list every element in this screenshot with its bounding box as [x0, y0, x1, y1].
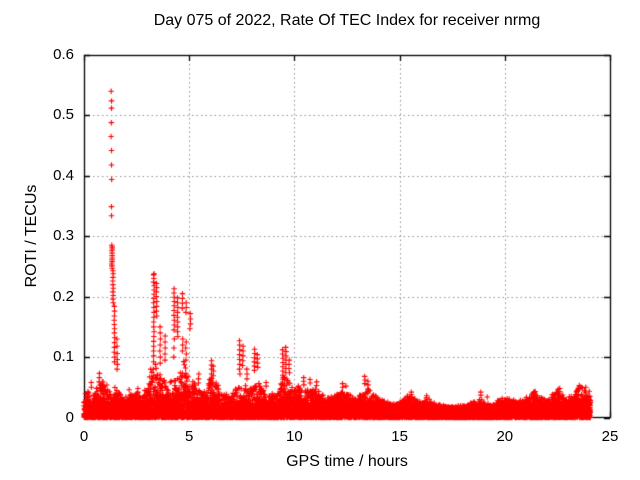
x-tick-label: 20 [496, 428, 514, 445]
y-tick-label: 0.4 [53, 166, 74, 184]
y-tick-label: 0 [65, 408, 74, 426]
x-tick-label: 25 [601, 428, 619, 445]
chart-title: Day 075 of 2022, Rate Of TEC Index for r… [153, 12, 541, 29]
y-tick-label: 0.5 [53, 106, 74, 124]
x-tick-label: 0 [79, 428, 89, 445]
x-tick-label: 15 [391, 428, 408, 445]
x-axis-label: GPS time / hours [286, 453, 408, 470]
y-tick-label: 0.3 [53, 227, 74, 245]
x-tick-label: 10 [286, 428, 303, 445]
y-tick-label: 0.1 [53, 348, 74, 366]
y-tick-label: 0.6 [53, 46, 74, 63]
y-tick-label: 0.2 [53, 287, 74, 305]
x-tick-label: 5 [185, 428, 194, 445]
